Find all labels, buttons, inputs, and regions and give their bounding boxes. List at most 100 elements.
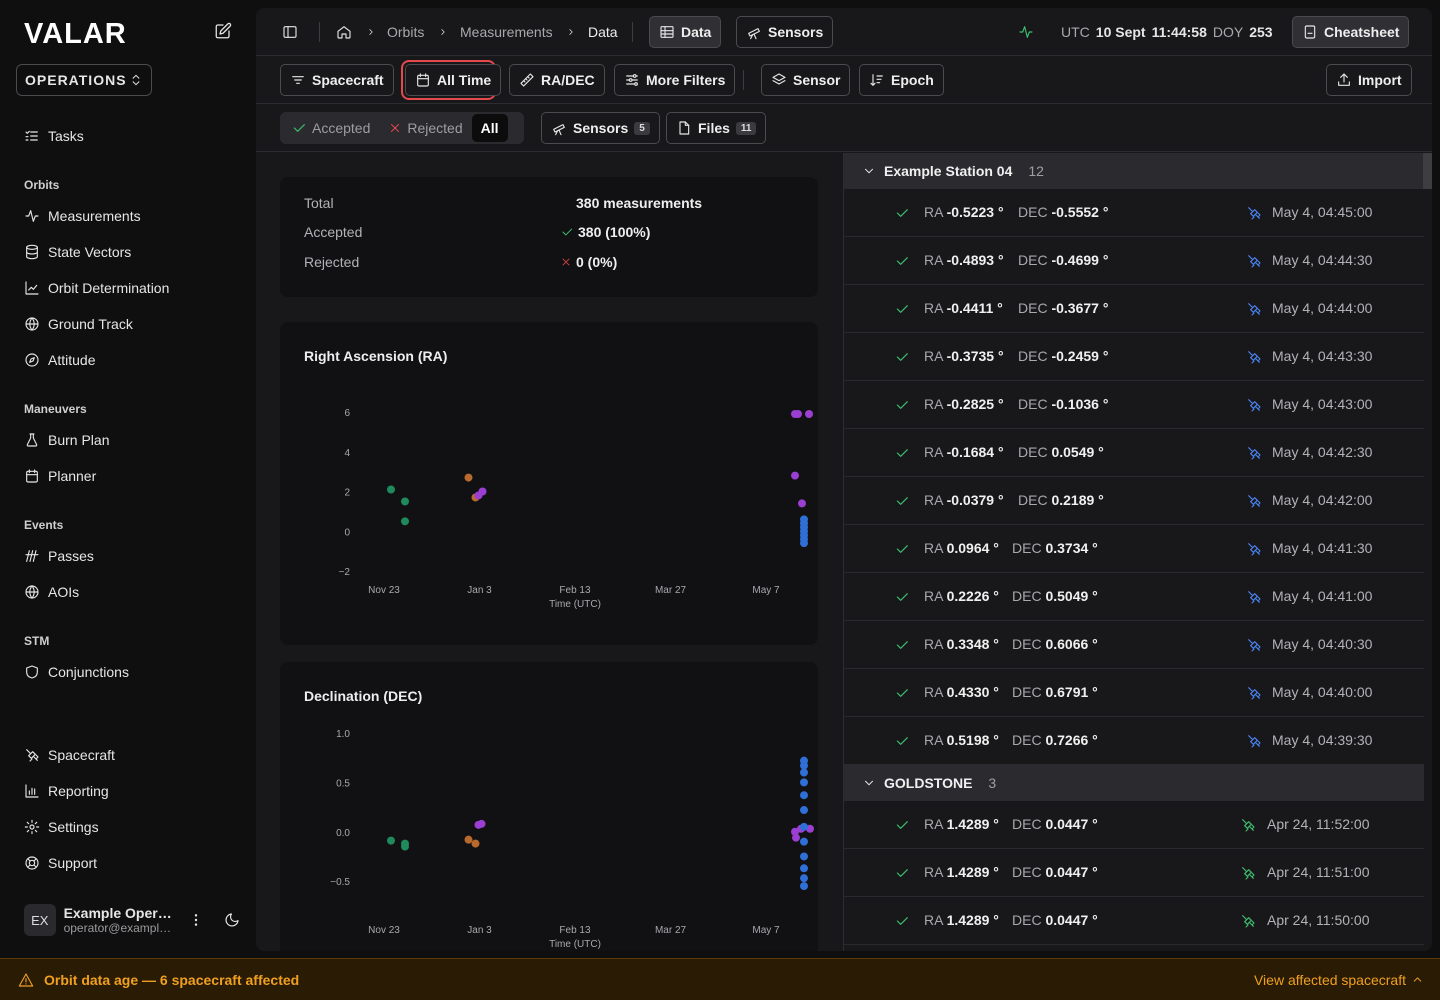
filter-sensor-button[interactable]: Sensor — [761, 64, 851, 96]
measurement-row[interactable]: RA 0.5198 ° DEC 0.7266 ° May 4, 04:39:30 — [844, 717, 1424, 765]
data-point[interactable] — [800, 778, 808, 787]
import-button[interactable]: Import — [1326, 64, 1412, 96]
data-point[interactable] — [800, 874, 808, 883]
sidebar-item-spacecraft[interactable]: Spacecraft — [16, 739, 240, 771]
sort-epoch-button[interactable]: Epoch — [859, 64, 944, 96]
sidebar-item-attitude[interactable]: Attitude — [16, 344, 240, 376]
group-header[interactable]: Example Station 04 12 — [844, 153, 1424, 189]
status-accepted-option[interactable]: Accepted — [282, 114, 379, 142]
breadcrumb-data[interactable]: Data — [588, 24, 618, 40]
cheatsheet-button[interactable]: Cheatsheet — [1292, 16, 1410, 48]
measurement-row[interactable]: RA -0.4893 ° DEC -0.4699 ° May 4, 04:44:… — [844, 237, 1424, 285]
measurement-row[interactable]: RA 1.4289 ° DEC 0.0447 ° Apr 24, 11:50:0… — [844, 897, 1424, 945]
theme-toggle-moon-icon[interactable] — [224, 912, 240, 928]
data-point[interactable] — [387, 836, 395, 845]
data-point[interactable] — [798, 499, 806, 508]
data-point[interactable] — [800, 539, 808, 548]
sidebar-item-reporting[interactable]: Reporting — [16, 775, 240, 807]
group-header[interactable]: GOLDSTONE 3 — [844, 765, 1424, 801]
check-icon — [896, 689, 908, 697]
sidebar-item-tasks[interactable]: Tasks — [16, 120, 240, 152]
data-point[interactable] — [387, 485, 395, 494]
telescope-icon — [553, 124, 565, 136]
org-selector[interactable]: OPERATIONS — [16, 64, 152, 96]
sidebar-item-aois[interactable]: AOIs — [16, 576, 240, 608]
x-tick-label: Feb 13 — [559, 585, 591, 596]
measurement-row[interactable]: RA 0.0964 ° DEC 0.3734 ° May 4, 04:41:30 — [844, 525, 1424, 573]
total-value-text: 380 measurements — [576, 195, 703, 211]
sidebar-item-passes[interactable]: Passes — [16, 540, 240, 572]
data-point[interactable] — [792, 833, 800, 842]
sidebar-toggle-icon[interactable] — [282, 24, 298, 40]
data-point[interactable] — [401, 497, 409, 506]
status-rejected-option[interactable]: Rejected — [379, 114, 471, 142]
chevron-up-icon[interactable] — [1411, 973, 1424, 986]
measurement-row[interactable]: RA -0.1684 ° DEC 0.0549 ° May 4, 04:42:3… — [844, 429, 1424, 477]
data-point[interactable] — [464, 835, 473, 844]
measurement-row[interactable]: RA 0.4330 ° DEC 0.6791 ° May 4, 04:40:00 — [844, 669, 1424, 717]
sidebar-item-burn-plan[interactable]: Burn Plan — [16, 424, 240, 456]
data-point[interactable] — [464, 473, 473, 482]
filter-spacecraft-button[interactable]: Spacecraft — [280, 64, 394, 96]
sidebar-item-orbit-determination[interactable]: Orbit Determination — [16, 272, 240, 304]
more-vertical-icon[interactable] — [188, 912, 204, 928]
sidebar-item-state-vectors[interactable]: State Vectors — [16, 236, 240, 268]
filter-radec-button[interactable]: RA/DEC — [509, 64, 605, 96]
view-affected-link[interactable]: View affected spacecraft — [1253, 972, 1406, 988]
files-tab[interactable]: Files 11 — [666, 112, 767, 144]
more-filters-button[interactable]: More Filters — [614, 64, 736, 96]
measurement-row[interactable]: RA -0.2825 ° DEC -0.1036 ° May 4, 04:43:… — [844, 381, 1424, 429]
satellite-icon — [26, 749, 39, 762]
data-point[interactable] — [800, 768, 808, 777]
measurement-row[interactable]: RA 1.4289 ° DEC 0.0447 ° Apr 24, 11:51:0… — [844, 849, 1424, 897]
tab-data[interactable]: Data — [649, 16, 722, 48]
check-icon — [896, 401, 908, 409]
home-icon[interactable] — [336, 24, 352, 40]
data-point[interactable] — [800, 852, 808, 861]
sidebar-item-planner[interactable]: Planner — [16, 460, 240, 492]
data-point[interactable] — [800, 882, 808, 891]
data-point[interactable] — [477, 819, 486, 828]
tab-sensors[interactable]: Sensors — [736, 16, 834, 48]
data-point[interactable] — [800, 791, 808, 800]
data-point[interactable] — [806, 824, 814, 833]
data-point[interactable] — [401, 517, 409, 526]
data-point[interactable] — [800, 864, 808, 873]
data-point[interactable] — [471, 839, 480, 848]
data-point[interactable] — [401, 842, 409, 851]
filter-all-time-button[interactable]: All Time — [405, 64, 502, 96]
data-point[interactable] — [474, 491, 483, 500]
app-logo[interactable]: VALAR — [24, 18, 127, 50]
sidebar-item-conjunctions[interactable]: Conjunctions — [16, 656, 240, 688]
compose-icon[interactable] — [214, 22, 234, 42]
data-point[interactable] — [791, 827, 799, 836]
data-point[interactable] — [791, 471, 799, 480]
measurement-row[interactable]: RA 0.2226 ° DEC 0.5049 ° May 4, 04:41:00 — [844, 573, 1424, 621]
data-point[interactable] — [805, 409, 813, 418]
measurement-row[interactable]: RA -0.0379 ° DEC 0.2189 ° May 4, 04:42:0… — [844, 477, 1424, 525]
sensors-tab[interactable]: Sensors 5 — [541, 112, 660, 144]
breadcrumb-measurements[interactable]: Measurements — [460, 24, 553, 40]
satellite-icon — [1248, 639, 1261, 652]
ra-label: RA — [924, 864, 943, 880]
sidebar-item-settings[interactable]: Settings — [16, 811, 240, 843]
sidebar-item-support[interactable]: Support — [16, 847, 240, 879]
sidebar-item-ground-track[interactable]: Ground Track — [16, 308, 240, 340]
data-point[interactable] — [800, 822, 808, 831]
measurement-row[interactable]: RA -0.5223 ° DEC -0.5552 ° May 4, 04:45:… — [844, 189, 1424, 237]
data-point[interactable] — [800, 761, 808, 770]
status-all-option[interactable]: All — [471, 114, 508, 142]
data-point[interactable] — [800, 837, 808, 846]
avatar[interactable]: EX — [24, 904, 56, 936]
data-point[interactable] — [794, 409, 802, 418]
x-tick-label: May 7 — [752, 925, 780, 936]
user-email: operator@example.com — [63, 921, 174, 935]
measurement-row[interactable]: RA 1.4289 ° DEC 0.0447 ° Apr 24, 11:52:0… — [844, 801, 1424, 849]
scrollbar-thumb[interactable] — [1423, 153, 1432, 189]
sidebar-item-measurements[interactable]: Measurements — [16, 200, 240, 232]
data-point[interactable] — [800, 806, 808, 815]
measurement-row[interactable]: RA -0.3735 ° DEC -0.2459 ° May 4, 04:43:… — [844, 333, 1424, 381]
breadcrumb-orbits[interactable]: Orbits — [387, 24, 425, 40]
measurement-row[interactable]: RA 0.3348 ° DEC 0.6066 ° May 4, 04:40:30 — [844, 621, 1424, 669]
measurement-row[interactable]: RA -0.4411 ° DEC -0.3677 ° May 4, 04:44:… — [844, 285, 1424, 333]
